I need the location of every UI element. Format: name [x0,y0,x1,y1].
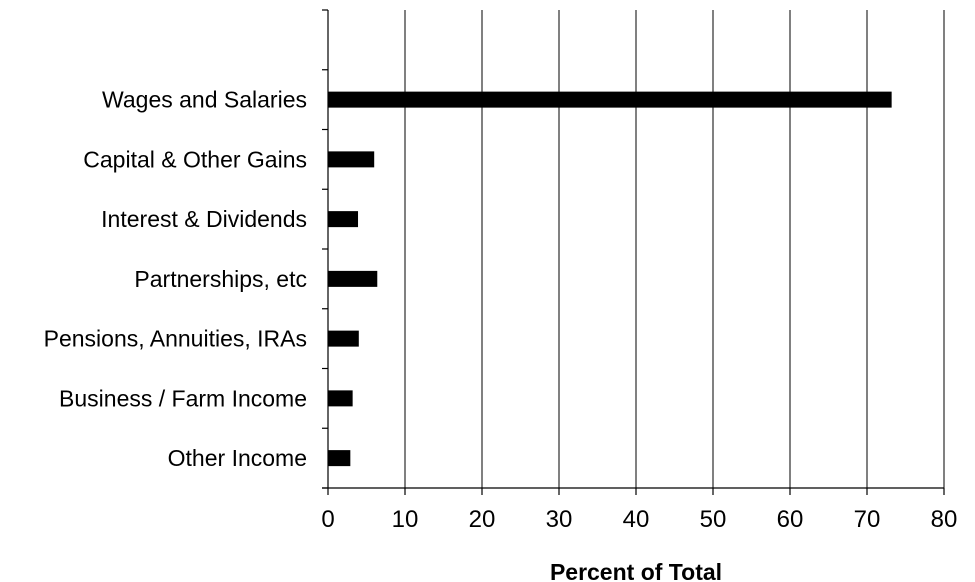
bar [328,390,353,407]
bar [328,151,375,168]
x-tick-labels: 0 10 20 30 40 50 60 70 80 [321,506,957,533]
category-label: Wages and Salaries [102,87,307,113]
x-tick-label: 0 [321,506,334,533]
gridlines [404,10,945,488]
x-tick-label: 50 [700,506,727,533]
bar [328,270,378,287]
category-labels: Wages and Salaries Capital & Other Gains I… [44,87,307,472]
x-tick-label: 20 [469,506,496,533]
bars [328,91,892,467]
bar [328,211,359,228]
x-tick-label: 70 [854,506,881,533]
x-tick-label: 80 [931,506,958,533]
category-label: Partnerships, etc [134,266,307,292]
axes [322,9,945,495]
x-tick-label: 40 [623,506,650,533]
x-tick-label: 10 [392,506,419,533]
x-tick-label: 60 [777,506,804,533]
category-label: Other Income [168,445,307,471]
category-label: Pensions, Annuities, IRAs [44,326,307,352]
x-axis-title: Percent of Total [550,559,722,582]
bar [328,330,359,347]
bar [328,91,892,108]
bar [328,450,351,467]
category-label: Business / Farm Income [59,385,307,411]
category-label: Interest & Dividends [101,206,307,232]
category-label: Capital & Other Gains [83,146,307,172]
x-tick-label: 30 [546,506,573,533]
